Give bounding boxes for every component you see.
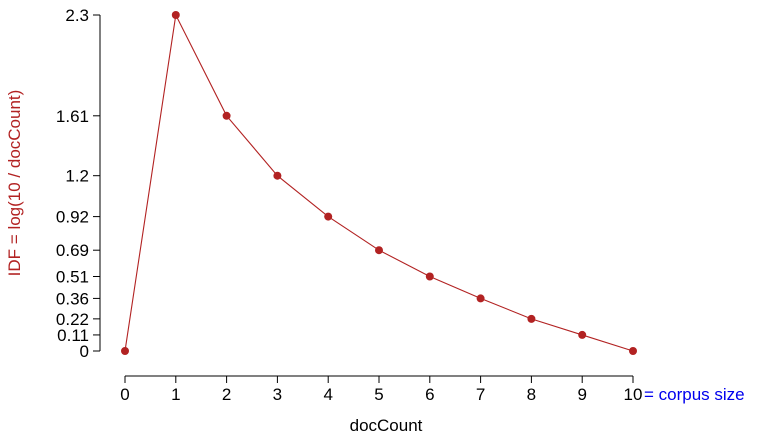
data-point xyxy=(629,347,637,355)
x-tick-label: 5 xyxy=(374,385,383,404)
series-line xyxy=(124,13,634,352)
data-point xyxy=(273,171,282,180)
y-tick-label: 0.22 xyxy=(56,310,89,329)
y-tick-label: 0.92 xyxy=(56,208,89,227)
data-point xyxy=(121,347,129,355)
data-point xyxy=(171,11,180,19)
y-tick-label: 2.3 xyxy=(65,6,89,25)
y-axis: 00.110.22 0.36 0.51 0.69 0.92 1.2 1.61 2.3 xyxy=(56,6,101,361)
y-tick-label: 0 xyxy=(80,342,89,361)
data-point xyxy=(425,272,434,281)
x-axis-label: docCount xyxy=(350,416,423,435)
data-point xyxy=(578,330,587,339)
x-tick-label: 0 xyxy=(120,385,129,404)
data-point xyxy=(324,212,333,221)
y-tick-label: 0.11 xyxy=(57,326,89,345)
x-tick-label: 6 xyxy=(425,385,434,404)
data-point xyxy=(222,111,231,120)
y-tick-label: 1.2 xyxy=(65,167,89,186)
series-layer xyxy=(121,11,637,355)
x-tick-label: 4 xyxy=(323,385,332,404)
data-point xyxy=(476,294,485,303)
y-axis-label: IDF = log(10 / docCount) xyxy=(5,90,24,277)
x-axis: 0 1 2 3 4 5 6 7 8 9 10 xyxy=(120,375,643,404)
y-tick-label: 0.36 xyxy=(56,289,89,308)
x-tick-label: 9 xyxy=(577,385,586,404)
x-tick-label: 10 xyxy=(624,385,643,404)
y-tick-label: 1.61 xyxy=(56,107,89,126)
data-point xyxy=(527,314,536,323)
x-tick-label: 2 xyxy=(222,385,231,404)
y-tick-label: 0.69 xyxy=(56,241,89,260)
corpus-size-annotation: = corpus size xyxy=(644,385,745,404)
x-tick-label: 3 xyxy=(273,385,282,404)
x-tick-label: 7 xyxy=(476,385,485,404)
data-point xyxy=(375,246,383,255)
x-tick-label: 8 xyxy=(527,385,536,404)
y-tick-label: 0.51 xyxy=(56,267,89,286)
x-tick-label: 1 xyxy=(171,385,180,404)
